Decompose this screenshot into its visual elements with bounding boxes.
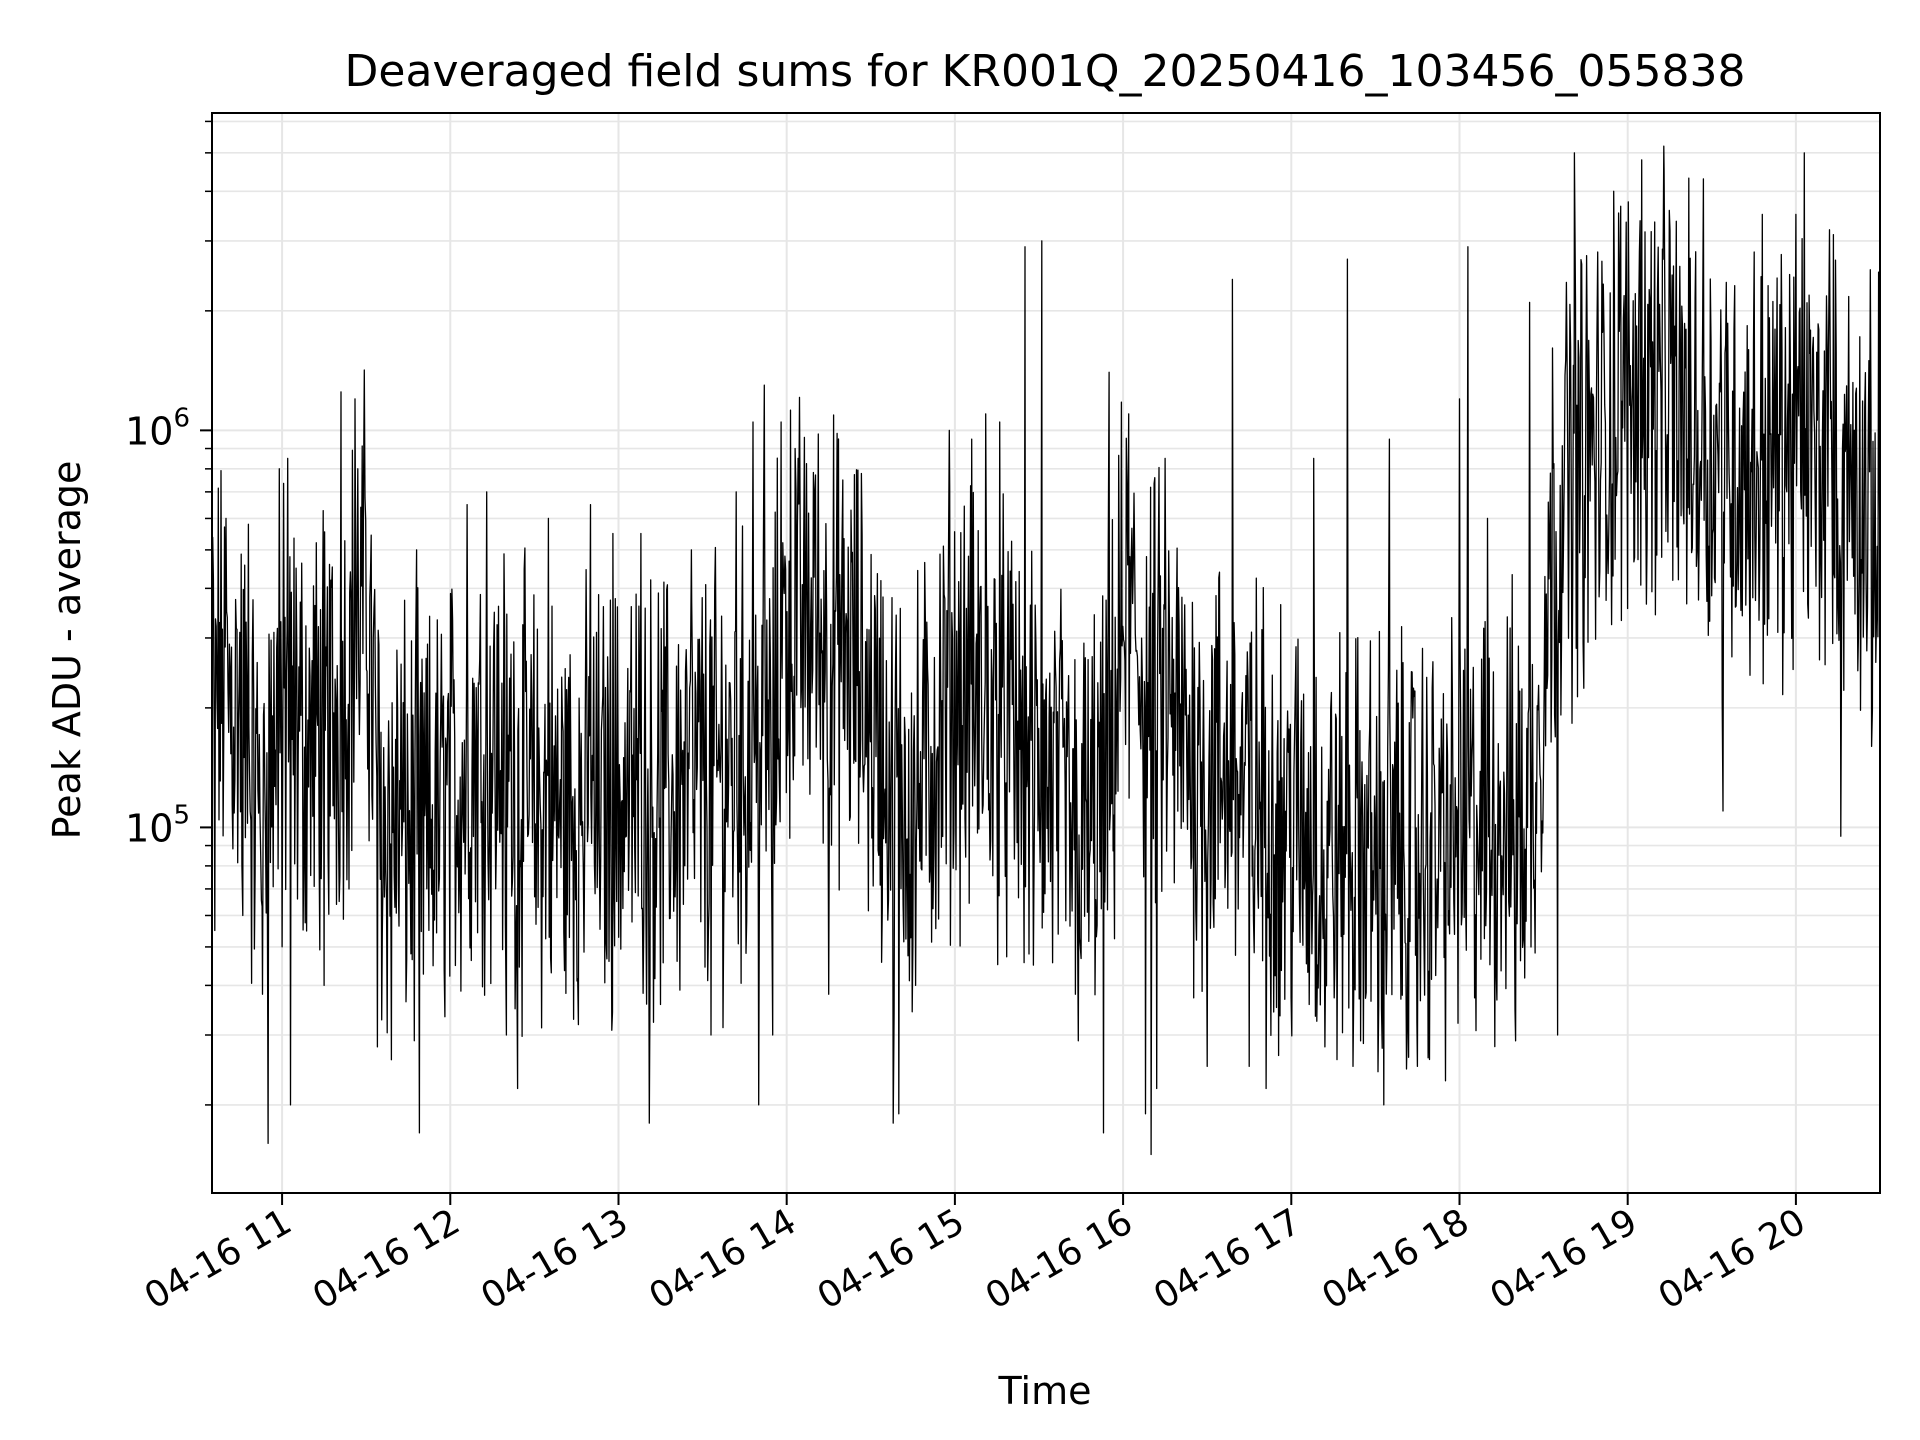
y-axis-label: Peak ADU - average	[45, 461, 89, 840]
y-tick-label: 106	[125, 403, 190, 453]
chart-title: Deaveraged field sums for KR001Q_2025041…	[345, 46, 1746, 97]
axes-frame	[211, 112, 1881, 1194]
y-axis: 105 106	[125, 120, 212, 1106]
y-tick-label: 105	[125, 800, 190, 850]
plot-area	[211, 145, 1881, 1156]
x-axis-label: Time	[998, 1369, 1092, 1413]
series-line	[211, 145, 1881, 1156]
